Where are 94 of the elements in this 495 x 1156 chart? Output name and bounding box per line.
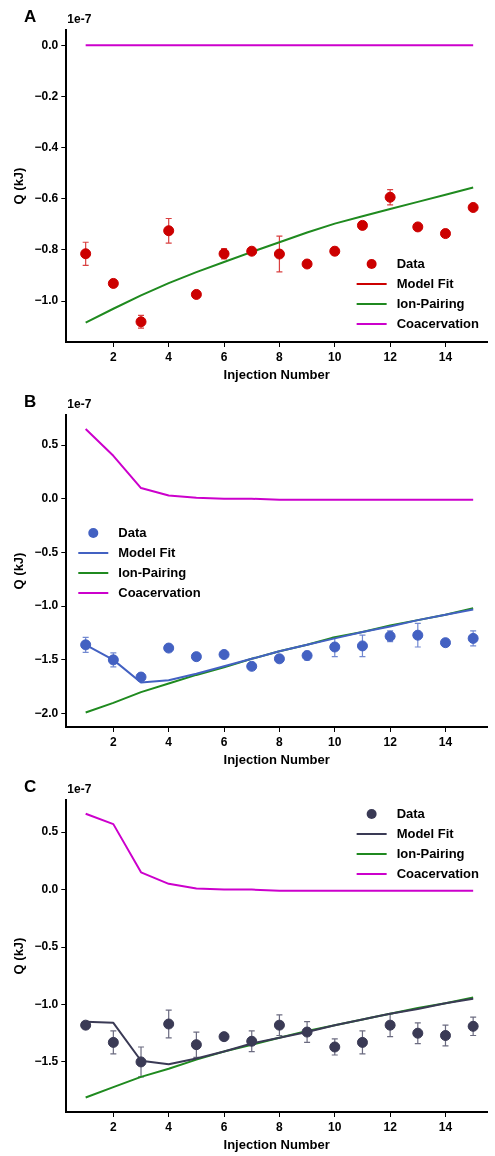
point: [163, 1018, 175, 1030]
point: [218, 1031, 230, 1043]
x-tick-label: 2: [110, 734, 117, 749]
legend-label: Model Fit: [118, 544, 177, 560]
legend-label: Ion-Pairing: [396, 295, 465, 311]
y-tick-label: 0.5: [41, 824, 59, 839]
legend-label: Ion-Pairing: [118, 564, 187, 580]
point: [246, 1035, 258, 1047]
point: [439, 228, 451, 240]
x-axis-title: Injection Number: [223, 366, 330, 382]
x-tick-label: 8: [276, 1119, 284, 1134]
x-tick-label: 8: [276, 734, 284, 749]
point: [190, 651, 202, 663]
y-tick-label: 0.0: [41, 37, 59, 52]
point: [384, 1019, 396, 1031]
y-tick-label: −0.6: [34, 191, 59, 206]
point: [218, 649, 230, 660]
point: [356, 640, 368, 652]
point: [467, 1020, 479, 1032]
y-tick-label: −0.5: [34, 939, 59, 954]
point: [329, 641, 341, 653]
y-tick-label: −0.8: [34, 242, 59, 257]
x-tick-label: 12: [383, 1119, 398, 1134]
x-axis-title: Injection Number: [223, 1136, 330, 1152]
x-tick-label: 10: [328, 349, 342, 364]
x-tick-label: 14: [438, 1119, 453, 1134]
y-tick-label: −1.0: [34, 598, 59, 613]
point: [412, 1027, 424, 1039]
point: [80, 248, 92, 260]
point: [356, 1036, 368, 1048]
point: [273, 653, 285, 665]
point: [190, 288, 202, 300]
x-tick-label: 2: [110, 349, 117, 364]
legend-label: Model Fit: [396, 825, 455, 841]
x-tick-label: 12: [383, 734, 398, 749]
x-tick-label: 12: [383, 349, 398, 364]
y-tick-label: −1.5: [34, 1054, 59, 1069]
point: [273, 1019, 285, 1031]
x-tick-label: 8: [276, 349, 284, 364]
x-tick-label: 10: [328, 734, 342, 749]
x-tick-label: 2: [110, 1119, 117, 1134]
y-axis-title: Q (kJ): [11, 552, 27, 590]
y-tick-label: −1.0: [34, 996, 59, 1011]
point: [107, 1036, 119, 1048]
y-axis-title: Q (kJ): [11, 167, 27, 205]
point: [163, 225, 175, 237]
point: [301, 1026, 313, 1038]
legend-label: Ion-Pairing: [396, 845, 465, 861]
text: B: [24, 392, 37, 411]
point: [273, 248, 285, 260]
x-axis-title: Injection Number: [223, 751, 330, 767]
x-tick-label: 10: [328, 1119, 342, 1134]
x-tick-label: 4: [165, 349, 173, 364]
point: [439, 637, 451, 649]
x-tick-label: 4: [165, 734, 173, 749]
y-tick-label: 0.0: [41, 491, 59, 506]
x-tick-label: 6: [220, 734, 228, 749]
text: 1e-7: [67, 782, 92, 796]
point: [163, 642, 175, 654]
point: [412, 629, 424, 641]
legend-label: Data: [396, 805, 426, 821]
y-tick-label: −2.0: [34, 705, 59, 720]
point: [190, 1039, 202, 1051]
legend-label: Coacervation: [396, 865, 480, 881]
text: 1e-7: [67, 397, 92, 411]
legend-label: Coacervation: [396, 315, 480, 331]
point: [135, 671, 147, 683]
y-tick-label: −0.5: [34, 544, 59, 559]
text: C: [24, 777, 37, 796]
y-tick-label: −0.2: [34, 88, 59, 103]
x-tick-label: 4: [165, 1119, 173, 1134]
legend-label: Data: [118, 524, 148, 540]
point: [246, 660, 258, 672]
point: [246, 245, 258, 257]
point: [439, 1029, 451, 1041]
y-tick-label: −0.4: [34, 139, 59, 154]
y-tick-label: −1.0: [34, 293, 59, 308]
legend-label: Coacervation: [118, 584, 201, 600]
point: [135, 1056, 147, 1068]
y-tick-label: 0.5: [41, 437, 59, 452]
y-tick-label: 0.0: [41, 881, 59, 896]
x-tick-label: 14: [438, 734, 453, 749]
point: [467, 201, 479, 213]
point: [412, 221, 424, 233]
point: [301, 258, 313, 270]
y-axis-title: Q (kJ): [11, 937, 27, 975]
text: A: [24, 7, 37, 26]
x-tick-label: 14: [438, 349, 453, 364]
text: 1e-7: [67, 12, 92, 26]
x-tick-label: 6: [220, 1119, 228, 1134]
y-tick-label: −1.5: [34, 652, 59, 667]
legend-label: Model Fit: [396, 275, 455, 291]
legend-label: Data: [396, 255, 426, 271]
x-tick-label: 6: [220, 349, 228, 364]
